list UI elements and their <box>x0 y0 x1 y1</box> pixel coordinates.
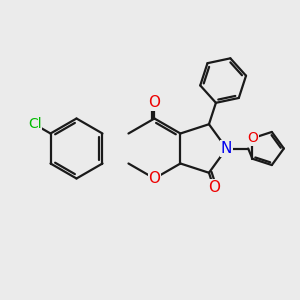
Text: O: O <box>208 180 220 195</box>
Text: O: O <box>247 131 258 145</box>
Text: O: O <box>148 171 160 186</box>
Text: N: N <box>221 141 232 156</box>
Text: Cl: Cl <box>28 118 42 131</box>
Text: O: O <box>148 95 160 110</box>
